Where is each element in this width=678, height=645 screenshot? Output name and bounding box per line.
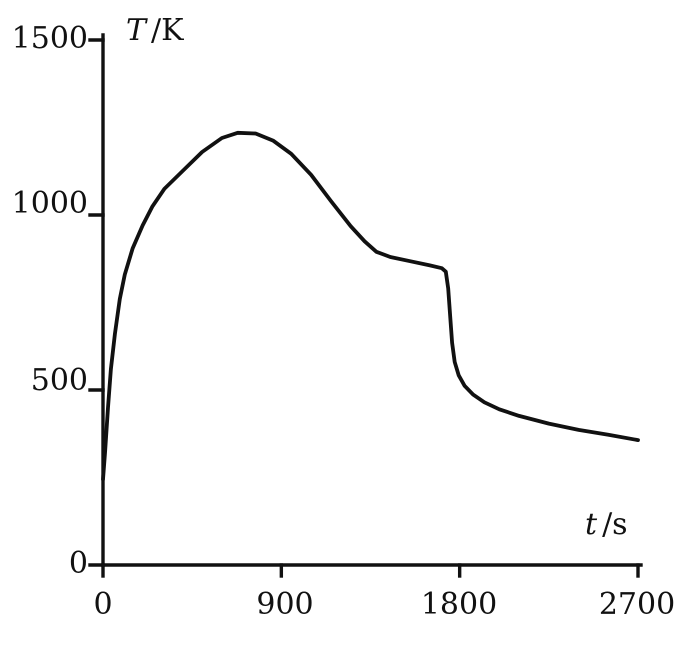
y-axis-symbol: T xyxy=(126,13,147,48)
x-tick-label-900: 900 xyxy=(256,587,314,622)
y-axis-unit: /K xyxy=(151,13,184,48)
x-axis-title: t/s xyxy=(585,508,628,542)
x-axis-symbol: t xyxy=(585,507,598,542)
y-axis-title: T/K xyxy=(126,14,184,48)
y-tick-label-1500: 1500 xyxy=(11,21,88,56)
x-tick-label-0: 0 xyxy=(93,587,113,622)
temperature-curve xyxy=(101,130,640,482)
y-tick-label-0: 0 xyxy=(68,546,88,581)
x-axis-unit: /s xyxy=(602,507,628,542)
x-tick-label-2700: 2700 xyxy=(598,587,676,622)
x-tick-label-1800: 1800 xyxy=(420,587,498,622)
y-tick-label-500: 500 xyxy=(30,363,88,398)
y-tick-label-1000: 1000 xyxy=(11,186,88,221)
